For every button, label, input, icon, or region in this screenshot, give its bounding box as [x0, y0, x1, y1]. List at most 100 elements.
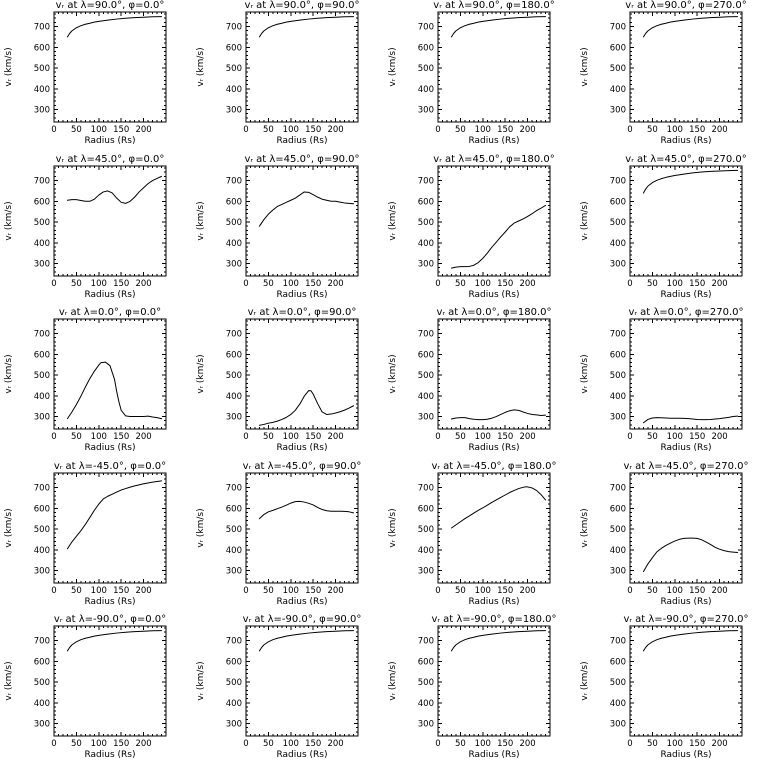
- x-tick-label: 0: [243, 125, 248, 135]
- x-tick-label: 0: [627, 279, 632, 289]
- subplot-lambda-90.0-phi90.0: 0 50 100 150 200 300 400 500 600 700 vᵣ at λ=-90.0…: [192, 614, 384, 768]
- data-curve: [450, 409, 547, 421]
- y-axis-label: vᵣ (km/s): [4, 662, 14, 701]
- plot-title: vᵣ at λ=-90.0°, φ=180.0°: [431, 614, 556, 625]
- x-tick-label: 0: [627, 125, 632, 135]
- plot-title: vᵣ at λ=90.0°, φ=270.0°: [625, 0, 746, 11]
- x-tick-label: 200: [327, 739, 343, 749]
- subplot-lambda-90.0-phi0.0: 0 50 100 150 200 300 400 500 600 700 vᵣ at λ=-90.0…: [0, 614, 192, 768]
- y-tick-label: 500: [34, 525, 50, 535]
- x-tick-label: 150: [305, 586, 321, 596]
- y-axis-label: vᵣ (km/s): [4, 355, 14, 394]
- x-tick-label: 100: [91, 125, 107, 135]
- y-axis-label: vᵣ (km/s): [580, 508, 590, 547]
- x-tick-label: 0: [435, 125, 440, 135]
- x-tick-label: 150: [113, 586, 129, 596]
- plot-title: vᵣ at λ=0.0°, φ=270.0°: [628, 307, 743, 318]
- y-tick-label: 400: [34, 392, 50, 402]
- x-tick-label: 0: [627, 432, 632, 442]
- subplot-svg: 0 50 100 150 200 300 400 500 600 700 vᵣ at λ=-90.0…: [388, 614, 557, 760]
- plot-title: vᵣ at λ=45.0°, φ=0.0°: [56, 154, 165, 165]
- x-tick-label: 0: [51, 586, 56, 596]
- plot-title: vᵣ at λ=45.0°, φ=90.0°: [244, 154, 359, 165]
- y-axis-label: vᵣ (km/s): [388, 47, 398, 86]
- y-tick-label: 300: [418, 720, 434, 730]
- plot-title: vᵣ at λ=90.0°, φ=0.0°: [56, 0, 165, 11]
- subplot-lambda-45.0-phi90.0: 0 50 100 150 200 300 400 500 600 700 vᵣ at λ=-45.0…: [192, 461, 384, 615]
- x-tick-label: 50: [647, 125, 658, 135]
- y-tick-label: 600: [610, 43, 626, 53]
- data-curve: [258, 630, 355, 652]
- x-tick-label: 0: [51, 279, 56, 289]
- x-tick-label: 50: [71, 739, 82, 749]
- data-curve: [258, 500, 355, 519]
- y-tick-label: 700: [34, 330, 50, 340]
- plot-box: [53, 318, 167, 430]
- x-tick-label: 200: [135, 586, 151, 596]
- y-tick-label: 300: [418, 106, 434, 116]
- y-tick-label: 300: [610, 720, 626, 730]
- x-tick-label: 0: [51, 125, 56, 135]
- plot-box: [245, 625, 359, 737]
- plot-title: vᵣ at λ=45.0°, φ=180.0°: [433, 154, 554, 165]
- subplot-lambda45.0-phi0.0: 0 50 100 150 200 300 400 500 600 700 vᵣ at λ=45.0°…: [0, 154, 192, 308]
- x-tick-label: 100: [91, 432, 107, 442]
- x-tick-label: 100: [91, 279, 107, 289]
- y-tick-label: 500: [418, 525, 434, 535]
- y-tick-label: 500: [610, 218, 626, 228]
- subplot-svg: 0 50 100 150 200 300 400 500 600 700 vᵣ at λ=-45.0…: [196, 461, 361, 607]
- y-tick-label: 700: [226, 330, 242, 340]
- subplot-lambda0.0-phi0.0: 0 50 100 150 200 300 400 500 600 700 vᵣ at λ=0.0°,…: [0, 307, 192, 461]
- x-axis-label: Radius (Rs): [276, 136, 327, 146]
- y-tick-label: 400: [226, 699, 242, 709]
- x-tick-label: 200: [711, 279, 727, 289]
- y-tick-label: 500: [34, 371, 50, 381]
- plot-title: vᵣ at λ=-90.0°, φ=0.0°: [54, 614, 166, 625]
- y-tick-label: 400: [34, 699, 50, 709]
- y-tick-label: 400: [418, 238, 434, 248]
- x-axis-label: Radius (Rs): [468, 443, 519, 453]
- subplot-svg: 0 50 100 150 200 300 400 500 600 700 vᵣ at λ=-90.0…: [196, 614, 362, 760]
- x-tick-label: 200: [327, 125, 343, 135]
- data-curve: [66, 630, 163, 652]
- plot-box: [245, 11, 359, 123]
- x-axis-label: Radius (Rs): [84, 597, 135, 607]
- subplot-lambda-90.0-phi270.0: 0 50 100 150 200 300 400 500 600 700 vᵣ at λ=-90.0…: [576, 614, 768, 768]
- y-tick-label: 300: [34, 566, 50, 576]
- y-tick-label: 500: [418, 678, 434, 688]
- y-axis-label: vᵣ (km/s): [388, 201, 398, 240]
- plot-box: [53, 472, 167, 584]
- subplot-svg: 0 50 100 150 200 300 400 500 600 700 vᵣ at λ=90.0°…: [196, 0, 360, 146]
- y-tick-label: 500: [226, 678, 242, 688]
- subplot-svg: 0 50 100 150 200 300 400 500 600 700 vᵣ at λ=-45.0…: [580, 461, 749, 607]
- data-curve: [642, 169, 739, 194]
- plot-box: [53, 11, 167, 123]
- x-axis-label: Radius (Rs): [276, 290, 327, 300]
- subplot-lambda45.0-phi90.0: 0 50 100 150 200 300 400 500 600 700 vᵣ at λ=45.0°…: [192, 154, 384, 308]
- x-axis-label: Radius (Rs): [276, 443, 327, 453]
- plot-box: [53, 165, 167, 277]
- plot-box: [437, 165, 551, 277]
- y-tick-label: 600: [226, 197, 242, 207]
- x-tick-label: 0: [243, 279, 248, 289]
- plot-title: vᵣ at λ=-90.0°, φ=90.0°: [243, 614, 362, 625]
- x-tick-label: 100: [283, 125, 299, 135]
- x-tick-label: 50: [455, 586, 466, 596]
- y-axis-label: vᵣ (km/s): [196, 47, 206, 86]
- y-tick-label: 500: [226, 371, 242, 381]
- y-tick-label: 600: [226, 350, 242, 360]
- data-curve: [66, 175, 163, 204]
- plot-title: vᵣ at λ=-45.0°, φ=0.0°: [54, 461, 166, 472]
- x-tick-label: 50: [647, 739, 658, 749]
- subplot-lambda-45.0-phi180.0: 0 50 100 150 200 300 400 500 600 700 vᵣ at λ=-45.0…: [384, 461, 576, 615]
- y-tick-label: 600: [610, 504, 626, 514]
- y-axis-label: vᵣ (km/s): [388, 355, 398, 394]
- y-tick-label: 700: [226, 176, 242, 186]
- y-tick-label: 500: [34, 218, 50, 228]
- plot-box: [629, 11, 743, 123]
- y-tick-label: 400: [226, 85, 242, 95]
- subplot-svg: 0 50 100 150 200 300 400 500 600 700 vᵣ at λ=0.0°,…: [4, 307, 167, 453]
- x-tick-label: 0: [627, 739, 632, 749]
- x-tick-label: 0: [243, 739, 248, 749]
- x-axis-label: Radius (Rs): [660, 136, 711, 146]
